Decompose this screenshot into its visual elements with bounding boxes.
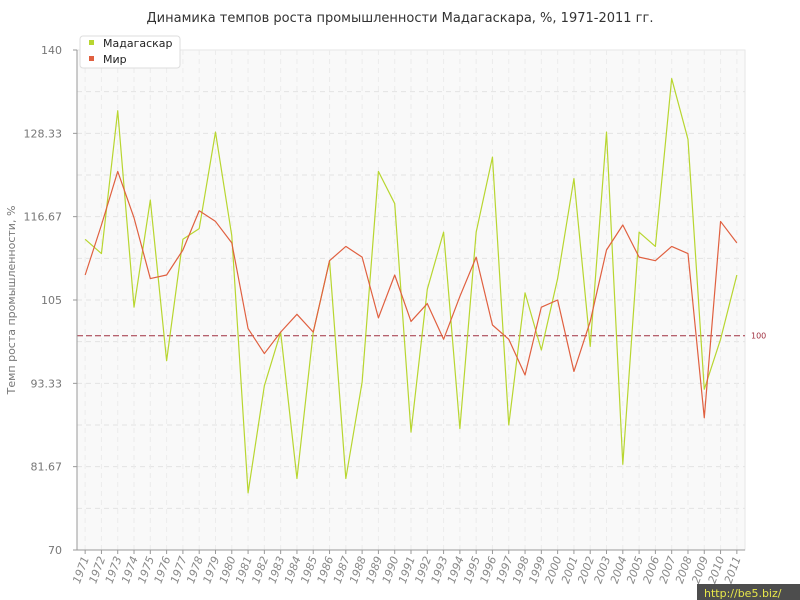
y-tick-label: 140 [41,44,62,57]
legend-item-madagascar[interactable]: Мадагаскар [89,37,173,50]
y-tick-label: 93.33 [31,377,63,390]
series-line-madagascar[interactable] [84,77,738,494]
reference-line-label: 100 [751,332,766,341]
legend-item-world[interactable]: Мир [89,53,127,66]
chart-title: Динамика темпов роста промышленности Мад… [147,11,654,26]
watermark-link[interactable]: http://be5.biz/ [704,587,782,600]
legend-label-world: Мир [103,53,127,66]
y-tick-label: 105 [41,294,62,307]
y-axis-label: Темп роста промышленности, % [5,206,18,396]
series-lines [84,77,738,494]
x-tick-labels: 1971197219731974197519761977197819791980… [70,550,744,585]
series-line-world[interactable] [84,170,738,419]
legend-swatch-world [89,56,94,61]
watermark[interactable]: http://be5.biz/ [697,584,800,600]
y-tick-labels: 70 81.67 93.33 105 116.67 128.33 140 [24,44,77,557]
watermark-background [697,584,800,600]
y-tick-label: 116.67 [24,211,63,224]
legend-label-madagascar: Мадагаскар [103,37,173,50]
legend-swatch-madagascar [89,40,94,45]
reference-line-group: 100 [77,332,766,341]
grid [77,50,745,550]
legend: Мадагаскар Мир [79,35,181,69]
y-tick-label: 81.67 [31,461,63,474]
y-tick-label: 128.33 [24,127,63,140]
y-tick-label: 70 [48,544,62,557]
legend-box [79,35,181,69]
